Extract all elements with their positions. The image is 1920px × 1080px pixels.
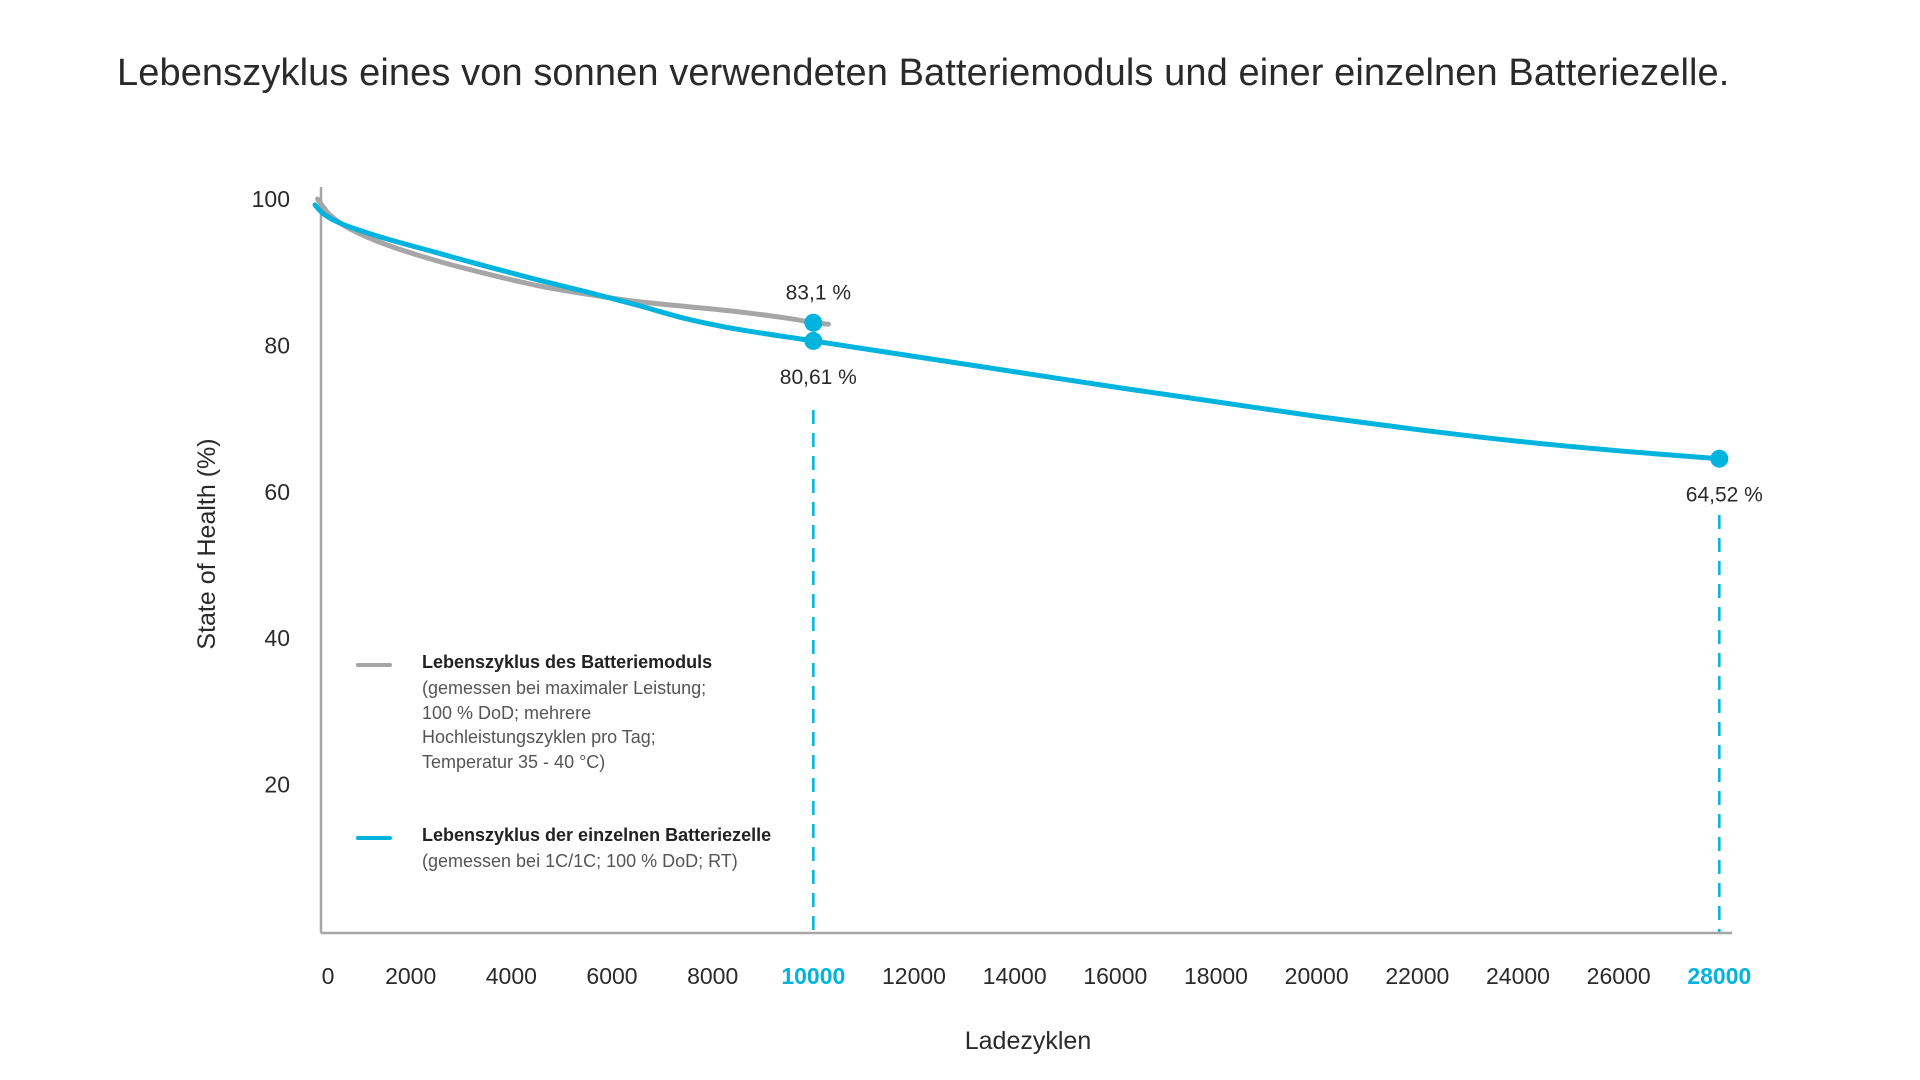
- y-tick-label: 20: [264, 772, 290, 798]
- y-tick-label: 80: [264, 332, 290, 358]
- y-axis-title: State of Health (%): [193, 438, 221, 649]
- x-tick-label: 28000: [1687, 963, 1751, 989]
- x-tick-label: 22000: [1385, 963, 1449, 989]
- y-tick-label: 40: [264, 625, 290, 651]
- chart-title: Lebenszyklus eines von sonnen verwendete…: [117, 52, 1730, 94]
- legend-label-cell: Lebenszyklus der einzelnen Batteriezelle: [422, 825, 772, 845]
- series-line-cell: [312, 202, 1722, 462]
- x-tick-label: 6000: [586, 963, 637, 989]
- series-line-module: [315, 196, 831, 327]
- legend-desc-cell: (gemessen bei 1C/1C; 100 % DoD; RT): [422, 851, 738, 871]
- x-tick-label: 24000: [1486, 963, 1550, 989]
- legend-desc-module: (gemessen bei maximaler Leistung; 100 % …: [422, 678, 707, 772]
- x-tick-label: 20000: [1285, 963, 1349, 989]
- data-point-label: 83,1 %: [786, 282, 851, 305]
- y-tick-label: 60: [264, 479, 290, 505]
- x-tick-label: 2000: [385, 963, 436, 989]
- data-point-marker: [804, 313, 823, 332]
- series-lines: [312, 196, 1722, 462]
- y-tick-label: 100: [252, 186, 290, 212]
- x-tick-label: 26000: [1587, 963, 1651, 989]
- legend-swatch-module: [356, 663, 392, 667]
- x-tick-label: 14000: [983, 963, 1047, 989]
- x-tick-label: 0: [322, 963, 335, 989]
- x-axis-title: Ladezyklen: [965, 1027, 1091, 1055]
- reference-lines: [812, 410, 1721, 933]
- y-tick-labels: 20 40 60 80 100: [252, 186, 290, 798]
- x-tick-label: 18000: [1184, 963, 1248, 989]
- point-markers: 83,1 % 80,61 % 64,52 %: [780, 282, 1763, 507]
- x-tick-label: 8000: [687, 963, 738, 989]
- x-tick-label: 16000: [1083, 963, 1147, 989]
- legend-swatch-cell: [356, 836, 392, 840]
- x-tick-label: 12000: [882, 963, 946, 989]
- data-point-marker: [1710, 449, 1729, 468]
- x-tick-label: 10000: [781, 963, 845, 989]
- data-point-marker: [804, 331, 823, 350]
- x-tick-label: 4000: [486, 963, 537, 989]
- legend-label-module: Lebenszyklus des Batteriemoduls: [422, 652, 713, 672]
- data-point-label: 80,61 %: [780, 366, 857, 389]
- data-point-label: 64,52 %: [1686, 484, 1763, 507]
- axes: [319, 187, 1732, 935]
- x-tick-labels: 0 2000 4000 6000 8000 10000 12000 14000 16000 180…: [322, 963, 1752, 989]
